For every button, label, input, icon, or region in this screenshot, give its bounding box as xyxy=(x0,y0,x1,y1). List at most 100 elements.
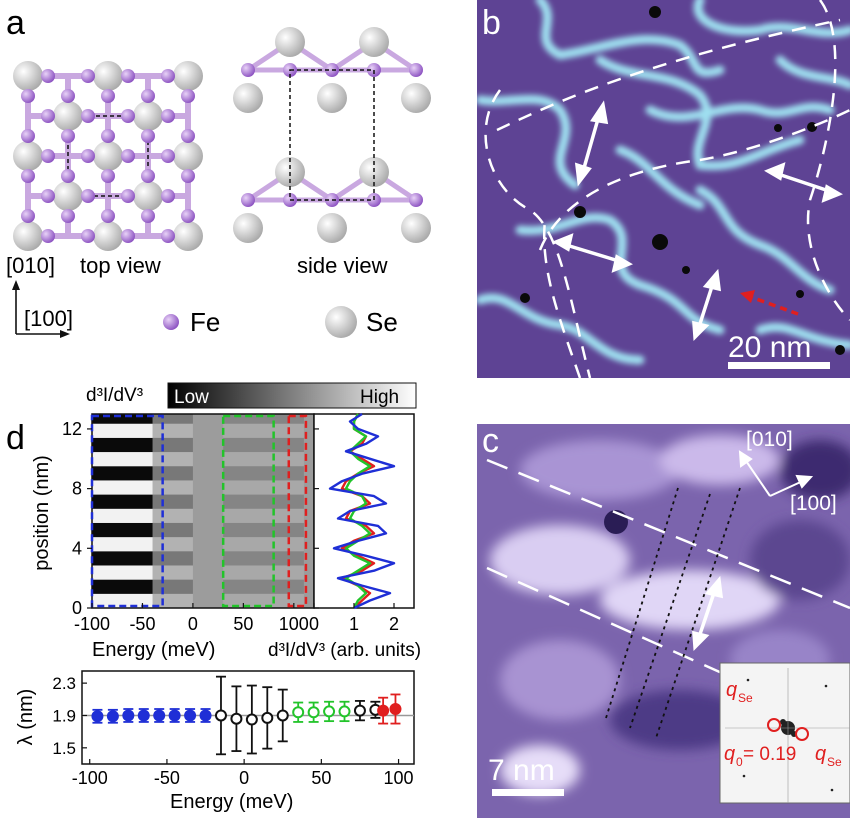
axis-010-label: [010] xyxy=(6,253,55,278)
se-atom xyxy=(401,213,431,243)
se-atom xyxy=(173,141,203,171)
heatmap-band-weak xyxy=(152,579,193,594)
colorbar-high: High xyxy=(360,387,399,408)
fe-atom xyxy=(181,129,195,143)
se-atom xyxy=(133,101,163,131)
heatmap-band-strong xyxy=(92,466,153,481)
heatmap-region-box xyxy=(90,414,164,608)
lambda-xtick-label: 0 xyxy=(239,768,249,788)
domain-boundaries-dashed-c xyxy=(486,458,850,692)
se-atom xyxy=(13,221,43,251)
lambda-point xyxy=(276,709,289,722)
heatmap-band-weak xyxy=(223,452,304,467)
se-atom xyxy=(317,83,347,113)
heatmap-band-strong xyxy=(92,593,153,608)
heatmap-region-box xyxy=(221,414,275,608)
heatmap-band-weak xyxy=(223,537,304,552)
lambda-plot: -100 -50 0 50 100 1.5 1.9 2.3 xyxy=(52,674,414,788)
fe-atom xyxy=(121,69,135,83)
fe-atom xyxy=(241,193,255,207)
fe-atom xyxy=(101,129,115,143)
fe-atom xyxy=(81,109,95,123)
heatmap-band-strong xyxy=(92,423,153,438)
lambda-point xyxy=(353,704,366,717)
fe-atom xyxy=(21,89,35,103)
stm-defects-b xyxy=(520,6,845,355)
panel-a: a top view side view [010] [100] Fe Se xyxy=(6,4,431,338)
fft-eq-sub: Se xyxy=(827,755,842,769)
fe-atom xyxy=(21,169,35,183)
fe-atom xyxy=(181,209,195,223)
fe-atom xyxy=(101,169,115,183)
fe-atom xyxy=(101,209,115,223)
colorbar xyxy=(167,382,417,409)
direction-arrow-c xyxy=(692,575,724,651)
fe-atom xyxy=(61,169,75,183)
panel-c: [010] [100] 7 nm c q Se q 0 = 0.19 q Se xyxy=(477,422,850,818)
lambda-point xyxy=(184,709,197,722)
fe-atom xyxy=(41,229,55,243)
heatmap-xtick-label: 100 xyxy=(279,614,309,634)
fe-legend-marker xyxy=(163,314,179,330)
lambda-point xyxy=(153,709,166,722)
profile-plot: 0 1 2 xyxy=(309,412,399,634)
top-view-label: top view xyxy=(80,253,161,278)
fe-atom xyxy=(181,169,195,183)
lambda-point xyxy=(261,711,274,724)
heatmap-band-strong xyxy=(92,414,153,424)
heatmap-band-weak xyxy=(152,551,193,566)
profile-xtick-label: 1 xyxy=(349,614,359,634)
se-atom xyxy=(93,221,123,251)
lambda-ylabel: λ (nm) xyxy=(15,689,37,746)
heatmap-xtick-label: 0 xyxy=(188,614,198,634)
se-atom xyxy=(13,61,43,91)
se-atom xyxy=(133,181,163,211)
fe-atom xyxy=(121,149,135,163)
heatmap-region-box xyxy=(287,414,308,608)
fe-atom xyxy=(101,89,115,103)
se-atom xyxy=(275,27,305,57)
heatmap-xtick-label: -50 xyxy=(129,614,155,634)
crystal-side-view xyxy=(233,27,431,243)
se-atom xyxy=(233,83,263,113)
fe-atom xyxy=(141,209,155,223)
fe-atom xyxy=(161,69,175,83)
fe-atom xyxy=(41,189,55,203)
se-atom xyxy=(53,181,83,211)
fe-atom xyxy=(61,129,75,143)
lambda-point xyxy=(307,706,320,719)
se-legend-marker xyxy=(325,306,357,338)
fe-legend-label: Fe xyxy=(190,307,220,337)
heatmap-ytick-label: 8 xyxy=(72,479,82,499)
heatmap-band-weak xyxy=(152,466,193,481)
heatmap-band-weak xyxy=(152,414,193,424)
lambda-point xyxy=(292,706,305,719)
stm-texture-c xyxy=(490,435,850,795)
fe-atom xyxy=(121,229,135,243)
fe-atom xyxy=(81,229,95,243)
heatmap-band-weak xyxy=(152,494,193,509)
se-atom xyxy=(13,141,43,171)
fe-atom xyxy=(409,193,423,207)
heatmap-ytick-label: 12 xyxy=(62,419,82,439)
lambda-point xyxy=(245,713,258,726)
heatmap-xtick-label: 50 xyxy=(233,614,253,634)
scale-bar-c xyxy=(492,789,564,796)
fe-atom xyxy=(121,109,135,123)
heatmap-band-weak xyxy=(152,480,193,495)
heatmap-band-weak xyxy=(223,437,304,453)
fft-eq-q: q xyxy=(815,743,826,765)
heatmap-stripes xyxy=(92,414,304,608)
heatmap-band-strong xyxy=(92,437,153,453)
profile-xtick-label: 2 xyxy=(389,614,399,634)
lambda-point xyxy=(323,705,336,718)
heatmap-band-weak xyxy=(223,508,304,523)
axis-100-label: [100] xyxy=(24,306,73,331)
heatmap-band-weak xyxy=(223,423,304,438)
panel-c-letter: c xyxy=(482,422,499,460)
side-view-label: side view xyxy=(297,253,388,278)
fft-eq: = 0.19 xyxy=(743,744,796,765)
unit-cell xyxy=(289,69,375,201)
heatmap-axes: -100 -50 0 50 100 0 4 8 12 xyxy=(62,419,309,634)
crystal-top-view xyxy=(13,61,203,251)
